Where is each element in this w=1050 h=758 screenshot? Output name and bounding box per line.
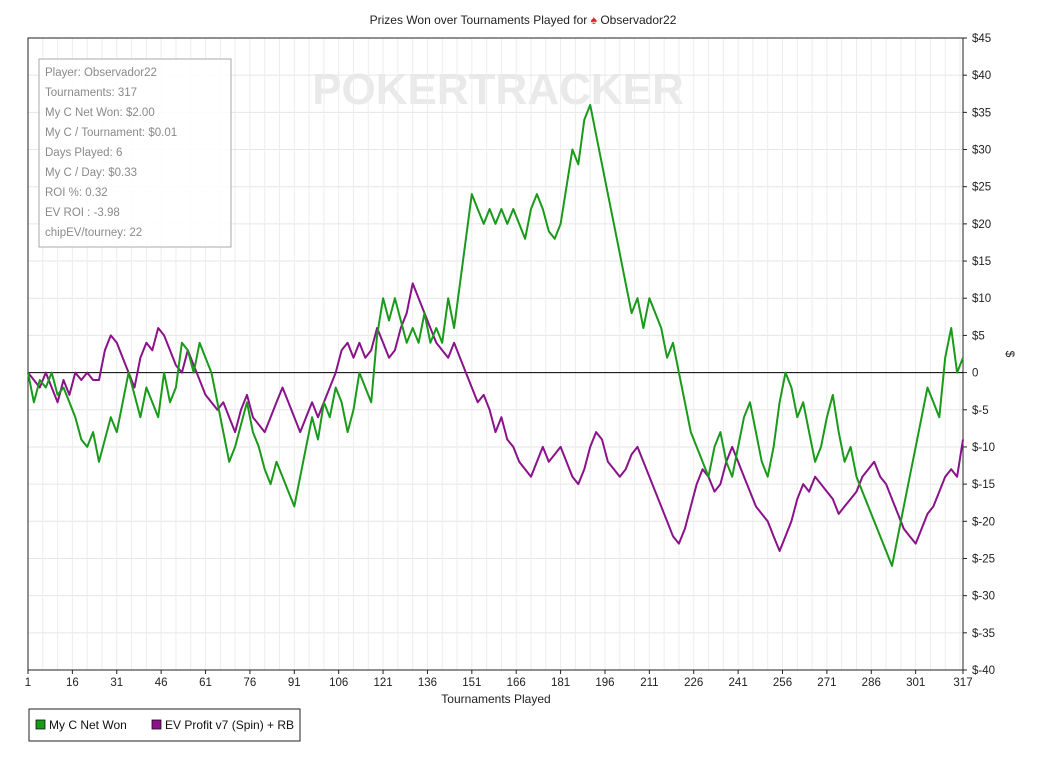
info-line: Player: Observador22: [45, 67, 157, 79]
y-tick-label: $10: [972, 293, 991, 305]
x-tick-label: 301: [906, 677, 925, 689]
info-line: My C / Day: $0.33: [45, 167, 137, 179]
x-tick-label: 211: [640, 677, 658, 689]
legend-label-ev-profit: EV Profit v7 (Spin) + RB: [165, 718, 294, 732]
x-tick-label: 121: [373, 677, 392, 689]
legend-label-net-won: My C Net Won: [49, 718, 127, 732]
x-tick-label: 317: [953, 677, 972, 689]
x-tick-label: 286: [862, 677, 881, 689]
y-tick-label: $45: [972, 33, 991, 45]
chart-title-player: Observador22: [600, 13, 676, 27]
y-axis-ticks: $45 $40 $35 $30 $25 $20 $15 $10 $5 0 $-5 $-10 $-15 $-…: [963, 33, 995, 677]
y-tick-label: 0: [972, 368, 978, 380]
y-tick-label: $15: [972, 256, 991, 268]
info-line: Days Played: 6: [45, 147, 122, 159]
y-tick-label: $-5: [972, 405, 989, 417]
x-tick-label: 196: [595, 677, 614, 689]
x-axis-title: Tournaments Played: [441, 692, 550, 706]
y-tick-label: $25: [972, 182, 991, 194]
chart-title: Prizes Won over Tournaments Played for ♠…: [370, 13, 677, 27]
plot-area-border: [27, 37, 964, 671]
y-tick-label: $-25: [972, 553, 995, 565]
x-tick-label: 136: [418, 677, 437, 689]
x-tick-label: 181: [551, 677, 570, 689]
series-lines: [27, 103, 964, 567]
series-line-net-won: [27, 103, 964, 567]
x-tick-label: 91: [288, 677, 301, 689]
info-line: Tournaments: 317: [45, 87, 137, 99]
x-axis-ticks: 1 16 31 46 61 76 91 106 121 136 151 166 181 196 211 226…: [25, 670, 973, 689]
info-line: EV ROI : -3.98: [45, 207, 120, 219]
y-tick-label: $-15: [972, 479, 995, 491]
x-tick-label: 1: [25, 677, 31, 689]
x-tick-label: 16: [66, 677, 79, 689]
x-tick-label: 241: [729, 677, 748, 689]
y-tick-label: $30: [972, 145, 991, 157]
y-tick-label: $5: [972, 330, 985, 342]
y-tick-label: $-35: [972, 628, 995, 640]
x-tick-label: 106: [329, 677, 348, 689]
y-tick-label: $-20: [972, 516, 995, 528]
y-axis-title: $: [1003, 351, 1017, 358]
chart-legend: My C Net Won EV Profit v7 (Spin) + RB: [28, 708, 301, 742]
x-tick-label: 76: [244, 677, 257, 689]
x-tick-label: 31: [110, 677, 123, 689]
x-tick-label: 166: [507, 677, 526, 689]
x-tick-label: 61: [199, 677, 212, 689]
legend-swatch-net-won: [35, 719, 46, 730]
x-tick-label: 226: [684, 677, 703, 689]
x-tick-label: 271: [817, 677, 836, 689]
info-line: My C Net Won: $2.00: [45, 107, 155, 119]
x-tick-label: 46: [155, 677, 168, 689]
y-tick-label: $20: [972, 219, 991, 231]
info-line: ROI %: 0.32: [45, 187, 108, 199]
y-tick-label: $40: [972, 70, 991, 82]
chart-title-text: Prizes Won over Tournaments Played for: [370, 13, 591, 27]
x-tick-label: 256: [773, 677, 792, 689]
info-line: chipEV/tourney: 22: [45, 227, 142, 239]
series-line-ev-profit: [27, 282, 964, 552]
poker-spade-icon: ♠: [591, 13, 598, 27]
legend-swatch-ev-profit: [151, 719, 162, 730]
y-tick-label: $-10: [972, 442, 995, 454]
x-tick-label: 151: [462, 677, 481, 689]
info-line: My C / Tournament: $0.01: [45, 127, 177, 139]
y-tick-label: $-40: [972, 665, 995, 677]
y-tick-label: $35: [972, 107, 991, 119]
y-tick-label: $-30: [972, 591, 995, 603]
player-info-box: Player: Observador22 Tournaments: 317 My C…: [38, 58, 232, 248]
watermark-logo: POKERTRACKER: [312, 65, 684, 114]
